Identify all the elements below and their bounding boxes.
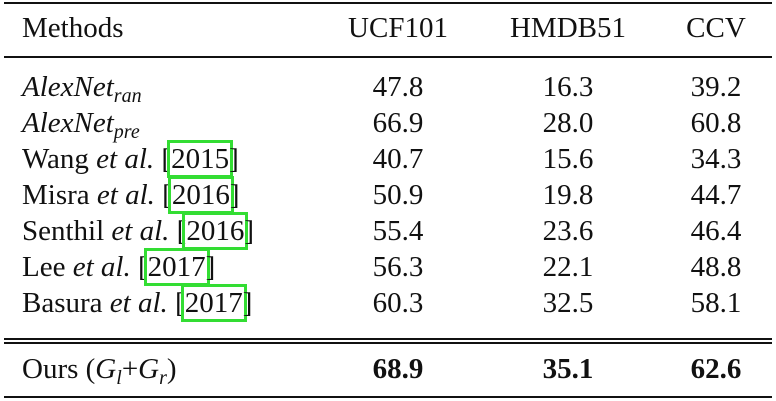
value-cell: 39.2	[690, 71, 742, 103]
value-cell: 44.7	[690, 179, 742, 211]
header-rule	[4, 56, 772, 58]
method-text: l	[116, 367, 122, 389]
method-text: ]	[205, 251, 216, 283]
value-cell: 15.6	[542, 143, 594, 175]
method-text: )	[166, 353, 177, 385]
method-text: ran	[113, 85, 142, 107]
method-cell: Ours (Gl+Gr)	[22, 351, 177, 389]
value-cell: 28.0	[542, 107, 594, 139]
value-cell: 22.1	[542, 251, 594, 283]
method-text: Senthil	[22, 215, 112, 247]
citation[interactable]: 2016	[167, 176, 234, 214]
top-rule	[4, 2, 772, 4]
citation[interactable]: 2016	[182, 212, 249, 250]
method-text: Wang	[22, 143, 97, 175]
method-text: ]	[244, 215, 255, 247]
value-cell: 47.8	[372, 71, 424, 103]
method-text: et al.	[111, 215, 170, 247]
method-text: Ours (	[22, 353, 96, 385]
header-cell: UCF101	[348, 12, 448, 44]
method-text: [	[130, 251, 148, 283]
value-cell: 40.7	[372, 143, 424, 175]
method-text: et al.	[96, 143, 155, 175]
method-text: pre	[113, 121, 140, 143]
method-text: AlexNet	[22, 71, 114, 103]
value-cell: 35.1	[542, 353, 594, 385]
value-cell: 50.9	[372, 179, 424, 211]
value-cell: 58.1	[690, 287, 742, 319]
method-text: r	[159, 367, 167, 389]
footer-rule-1	[4, 338, 772, 340]
method-cell: Wang et al. [2015]	[22, 140, 239, 178]
method-text: +	[121, 353, 139, 385]
header-cell: HMDB51	[509, 12, 626, 44]
value-cell: 68.9	[372, 353, 424, 385]
value-cell: 56.3	[372, 251, 424, 283]
citation[interactable]: 2017	[143, 248, 210, 286]
method-cell: AlexNetran	[22, 69, 142, 107]
citation[interactable]: 2015	[167, 140, 234, 178]
value-cell: 60.8	[690, 107, 742, 139]
citation[interactable]: 2017	[180, 284, 247, 322]
value-cell: 16.3	[542, 71, 594, 103]
value-cell: 32.5	[542, 287, 594, 319]
method-text: [	[169, 215, 187, 247]
method-text: Lee	[22, 251, 73, 283]
value-cell: 19.8	[542, 179, 594, 211]
value-cell: 46.4	[690, 215, 742, 247]
value-cell: 23.6	[542, 215, 594, 247]
bottom-rule	[4, 396, 772, 398]
method-text: ]	[229, 143, 239, 175]
method-text: [	[154, 179, 172, 211]
method-text: et al.	[72, 251, 131, 283]
value-cell: 55.4	[372, 215, 424, 247]
method-text: G	[95, 353, 117, 385]
method-cell: Senthil et al. [2016]	[22, 212, 255, 250]
value-cell: 66.9	[372, 107, 424, 139]
method-text: et al.	[109, 287, 168, 319]
method-text: [	[167, 287, 185, 319]
method-text: [	[154, 143, 172, 175]
method-text: G	[138, 353, 160, 385]
footer-rule-2	[4, 342, 772, 344]
method-text: Basura	[22, 287, 110, 319]
value-cell: 60.3	[372, 287, 424, 319]
value-cell: 62.6	[690, 353, 742, 385]
method-text: et al.	[96, 179, 155, 211]
method-text: AlexNet	[22, 107, 114, 139]
header-cell: CCV	[686, 12, 746, 44]
header-cell: Methods	[22, 12, 124, 44]
method-cell: Lee et al. [2017]	[22, 248, 216, 286]
value-cell: 48.8	[690, 251, 742, 283]
method-text: Misra	[22, 179, 97, 211]
method-text: ]	[229, 179, 240, 211]
method-cell: AlexNetpre	[22, 105, 140, 143]
method-text: ]	[242, 287, 253, 319]
value-cell: 34.3	[690, 143, 742, 175]
method-cell: Misra et al. [2016]	[22, 176, 240, 214]
method-cell: Basura et al. [2017]	[22, 284, 253, 322]
